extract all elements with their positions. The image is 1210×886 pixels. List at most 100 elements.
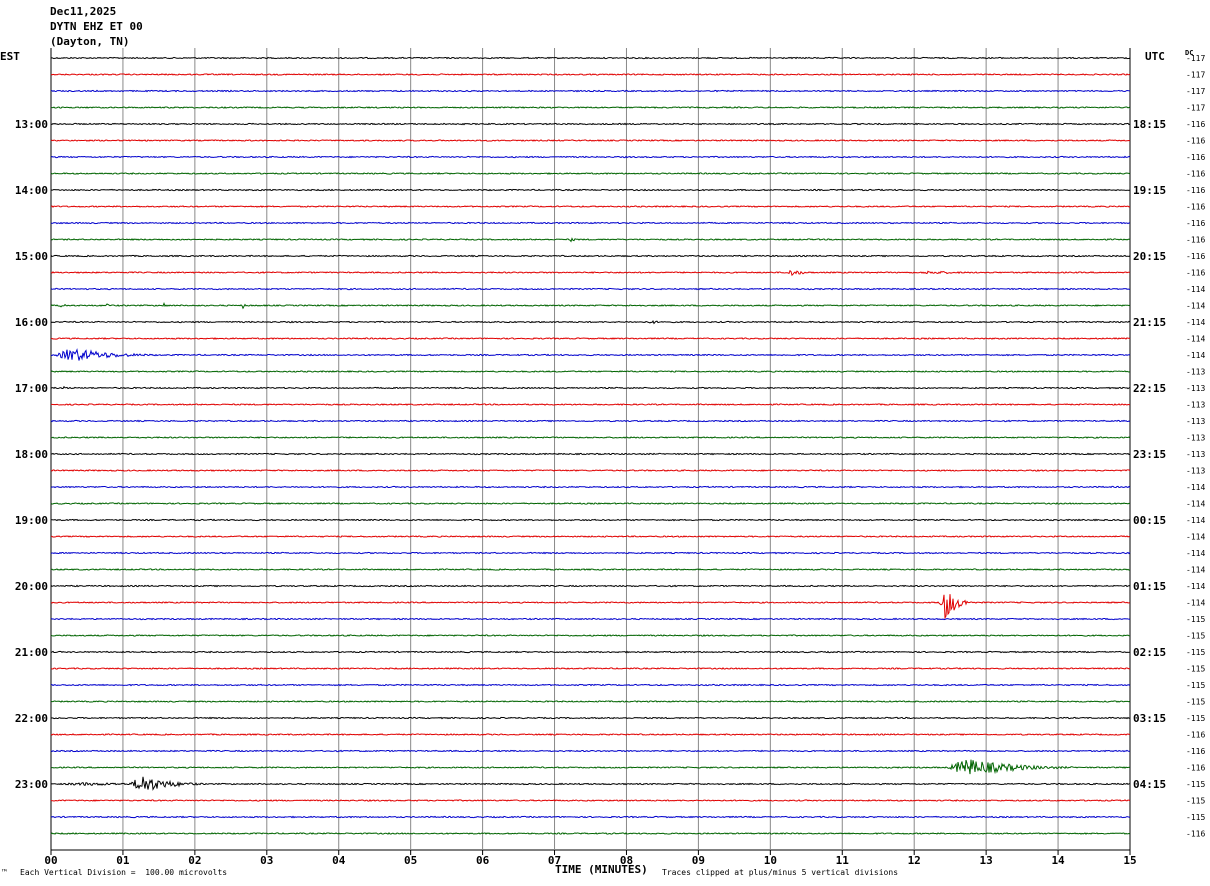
dc-offset-label: -115 (1186, 813, 1205, 822)
dc-offset-label: -114 (1186, 500, 1205, 509)
dc-offset-label: -114 (1186, 351, 1205, 360)
dc-offset-label: -115 (1186, 665, 1205, 674)
x-tick-label: 13 (980, 854, 993, 867)
x-tick-label: 04 (332, 854, 346, 867)
dc-offset-label: -114 (1186, 533, 1205, 542)
trace-line (50, 551, 1131, 555)
trace-line (50, 650, 1130, 654)
dc-offset-label: -115 (1186, 714, 1205, 723)
x-tick-label: 10 (764, 854, 777, 867)
est-hour-label: 20:00 (15, 580, 48, 593)
dc-offset-label: -115 (1186, 780, 1205, 789)
x-tick-label: 09 (692, 854, 705, 867)
trace-line (50, 73, 1131, 76)
trace-line (50, 700, 1131, 703)
dc-offset-label: -116 (1186, 153, 1205, 162)
dc-offset-label: -116 (1186, 120, 1205, 129)
trace-line (50, 759, 1131, 775)
x-tick-label: 08 (620, 854, 633, 867)
utc-hour-label: 01:15 (1133, 580, 1166, 593)
dc-offset-label: -114 (1186, 335, 1205, 344)
plot-date: Dec11,2025 (50, 5, 117, 18)
dc-offset-label: -113 (1186, 434, 1205, 443)
trace-line (50, 56, 1131, 60)
trace-line (50, 254, 1131, 258)
trace-line (50, 535, 1131, 538)
trace-line (50, 221, 1131, 225)
trace-line (50, 452, 1131, 456)
station-code: DYTN EHZ ET 00 (50, 20, 143, 33)
header: Dec11,2025 DYTN EHZ ET 00 (Dayton, TN) (50, 4, 143, 49)
est-hour-label: 17:00 (15, 382, 48, 395)
trace-line (50, 89, 1131, 93)
dc-offset-label: -113 (1186, 384, 1205, 393)
x-tick-label: 11 (836, 854, 850, 867)
x-axis-label: TIME (MINUTES) (555, 863, 648, 876)
utc-hour-label: 19:15 (1133, 184, 1166, 197)
dc-label: DC (1185, 49, 1194, 57)
dc-offset-label: -116 (1186, 252, 1205, 261)
dc-offset-label: -114 (1186, 285, 1205, 294)
utc-hour-label: 20:15 (1133, 250, 1166, 263)
est-hour-label: 18:00 (15, 448, 48, 461)
trace-line (51, 403, 1131, 406)
trace-line (50, 832, 1131, 835)
trace-line (50, 122, 1131, 126)
dc-offset-label: -114 (1186, 516, 1205, 525)
x-tick-label: 07 (548, 854, 561, 867)
trace-line (50, 419, 1131, 423)
x-tick-label: 12 (908, 854, 921, 867)
est-hour-label: 23:00 (15, 778, 48, 791)
dc-offset-label: -116 (1186, 731, 1205, 740)
dc-offset-label: -116 (1186, 236, 1205, 245)
x-tick-label: 14 (1051, 854, 1065, 867)
dc-offset-label: -116 (1186, 170, 1205, 179)
trace-line (50, 269, 1131, 277)
x-tick-label: 00 (44, 854, 57, 867)
utc-hour-label: 04:15 (1133, 778, 1166, 791)
dc-offset-label: -113 (1186, 450, 1205, 459)
trace-line (51, 106, 1131, 109)
dc-offset-label: -116 (1186, 830, 1205, 839)
dc-offset-label: -117 (1186, 71, 1205, 80)
dc-offset-label: -113 (1186, 368, 1205, 377)
utc-hour-label: 18:15 (1133, 118, 1166, 131)
trace-line (50, 568, 1131, 571)
est-label: EST (0, 50, 20, 63)
dc-offset-label: -114 (1186, 549, 1205, 558)
trace-line (50, 139, 1131, 142)
x-tick-label: 06 (476, 854, 490, 867)
x-tick-label: 15 (1123, 854, 1136, 867)
dc-offset-label: -115 (1186, 615, 1205, 624)
dc-offset-label: -114 (1186, 318, 1205, 327)
trace-line (51, 518, 1131, 522)
trace-line (50, 584, 1131, 588)
dc-offset-label: -114 (1186, 582, 1205, 591)
trace-line (50, 667, 1131, 670)
scale-note: Each Vertical Division = 100.00 microvol… (20, 868, 228, 877)
dc-offset-label: -117 (1186, 87, 1205, 96)
x-tick-label: 05 (404, 854, 417, 867)
utc-hour-label: 02:15 (1133, 646, 1166, 659)
est-hour-label: 16:00 (15, 316, 48, 329)
trace-line (50, 155, 1131, 159)
trace-line (50, 385, 1131, 390)
dc-offset-label: -116 (1186, 219, 1205, 228)
trace-line (50, 799, 1131, 802)
trace-line (50, 617, 1131, 621)
x-tick-label: 03 (260, 854, 273, 867)
trace-line (50, 469, 1131, 472)
dc-offset-label: -115 (1186, 648, 1205, 657)
trace-line (51, 436, 1131, 439)
est-hour-label: 19:00 (15, 514, 48, 527)
dc-offset-label: -115 (1186, 698, 1205, 707)
trace-line (50, 188, 1131, 192)
est-hour-label: 13:00 (15, 118, 48, 131)
trace-line (50, 733, 1130, 736)
dc-offset-label: -113 (1186, 401, 1205, 410)
est-hour-label: 22:00 (15, 712, 48, 725)
utc-hour-label: 21:15 (1133, 316, 1166, 329)
trace-line (50, 683, 1131, 687)
dc-offset-label: -116 (1186, 747, 1205, 756)
